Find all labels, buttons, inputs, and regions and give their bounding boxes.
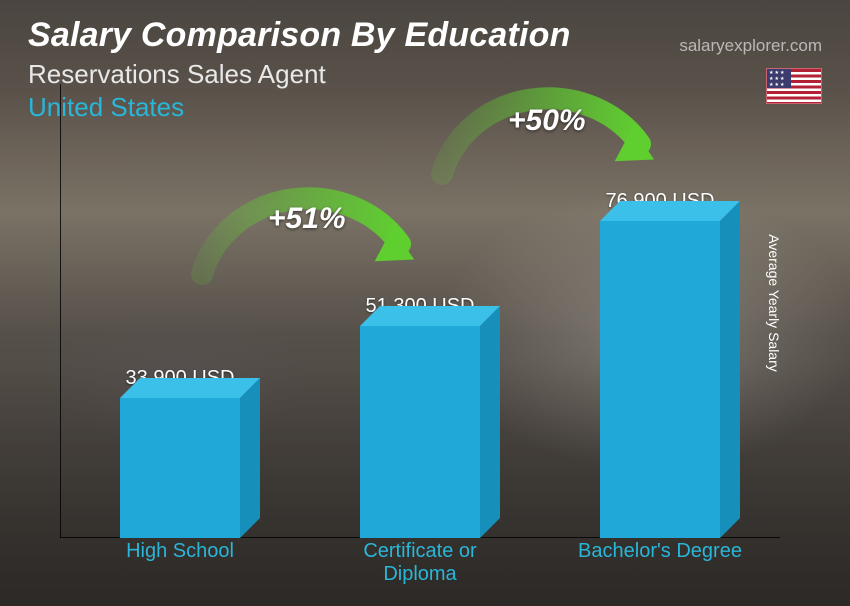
bars-container: 33,900 USD 51,300 USD 76,900 USD (60, 124, 780, 538)
bar-shape (600, 221, 720, 538)
increase-label: +50% (508, 104, 586, 138)
category-label: High School (95, 540, 265, 584)
watermark: salaryexplorer.com (679, 36, 822, 56)
bar-shape (120, 398, 240, 538)
bar: 51,300 USD (345, 295, 495, 538)
bar-chart: 33,900 USD 51,300 USD 76,900 USD High Sc… (60, 124, 780, 584)
category-label: Certificate or Diploma (335, 540, 505, 584)
category-label: Bachelor's Degree (575, 540, 745, 584)
flag-icon (766, 68, 822, 104)
chart-subtitle: Reservations Sales Agent (28, 59, 822, 90)
increase-label: +51% (268, 202, 346, 236)
bar: 33,900 USD (105, 367, 255, 538)
chart-country: United States (28, 92, 822, 123)
bar: 76,900 USD (585, 190, 735, 538)
category-labels: High School Certificate or Diploma Bachelo… (60, 540, 780, 584)
bar-shape (360, 326, 480, 538)
header: Salary Comparison By Education Reservati… (28, 16, 822, 123)
